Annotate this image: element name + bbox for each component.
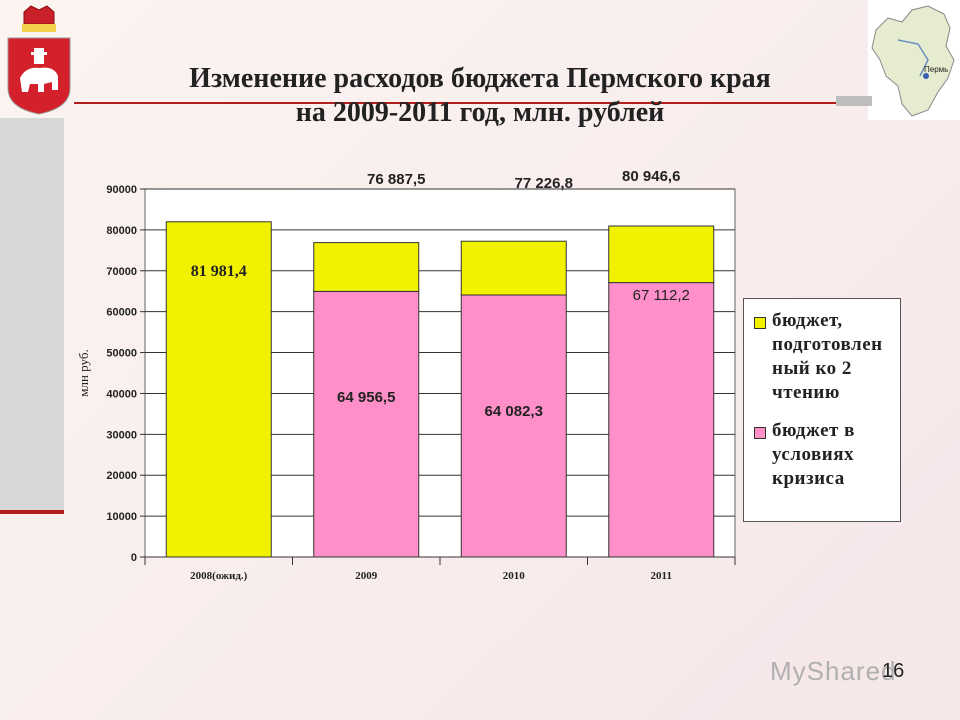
x-tick-label: 2008(ожид.) xyxy=(190,570,248,582)
y-tick-label: 30000 xyxy=(106,429,137,441)
x-tick-label: 2011 xyxy=(651,570,672,582)
y-tick-label: 40000 xyxy=(106,388,137,400)
left-decor-bar xyxy=(0,118,64,514)
y-tick-label: 10000 xyxy=(106,511,137,523)
y-tick-label: 70000 xyxy=(106,266,137,278)
y-tick-label: 50000 xyxy=(106,348,137,360)
y-tick-label: 60000 xyxy=(106,307,137,319)
bar-value-label: 81 981,4 xyxy=(191,263,247,280)
x-tick-label: 2009 xyxy=(355,570,378,582)
bar-segment xyxy=(165,221,272,558)
title-line-2: на 2009-2011 год, млн. рублей xyxy=(295,97,665,128)
page-number: 16 xyxy=(882,660,905,682)
legend-label: бюджет, подготовлен ный ко 2 чтению xyxy=(772,310,883,403)
y-tick-label: 20000 xyxy=(106,470,137,482)
title-underline xyxy=(74,102,872,104)
bar-value-label: 64 082,3 xyxy=(485,403,543,420)
legend-swatch-pink xyxy=(754,427,766,439)
title-underline-accent xyxy=(836,96,872,106)
bar-segment xyxy=(313,242,420,292)
region-map-icon: Пермь xyxy=(868,0,960,120)
watermark: MyShared xyxy=(770,656,897,686)
bar-segment xyxy=(460,240,567,296)
legend-label: бюджет в условиях кризиса xyxy=(772,420,855,489)
svg-text:Пермь: Пермь xyxy=(924,65,948,74)
title-line-1: Изменение расходов бюджета Пермского кра… xyxy=(189,63,771,94)
y-tick-label: 90000 xyxy=(106,184,137,196)
y-tick-label: 0 xyxy=(131,552,137,564)
bar-total-label: 80 946,6 xyxy=(622,168,680,185)
bar-segment xyxy=(608,225,715,284)
y-axis-label: млн руб. xyxy=(76,349,91,396)
bar-segment xyxy=(460,294,567,558)
bar-total-label: 76 887,5 xyxy=(367,171,425,188)
x-tick-label: 2010 xyxy=(503,570,526,582)
bar-segment xyxy=(608,282,715,558)
bar-total-label: 77 226,8 xyxy=(515,175,573,192)
bar-value-label: 67 112,2 xyxy=(633,287,690,304)
perm-coat-of-arms-icon xyxy=(7,5,71,115)
bar-value-label: 64 956,5 xyxy=(337,389,395,406)
y-tick-label: 80000 xyxy=(106,225,137,237)
bar-segment xyxy=(313,290,420,558)
page-title: Изменение расходов бюджета Пермского кра… xyxy=(110,62,850,130)
legend-swatch-yellow xyxy=(754,317,766,329)
chart-legend: бюджет, подготовлен ный ко 2 чтению бюдж… xyxy=(743,298,901,522)
